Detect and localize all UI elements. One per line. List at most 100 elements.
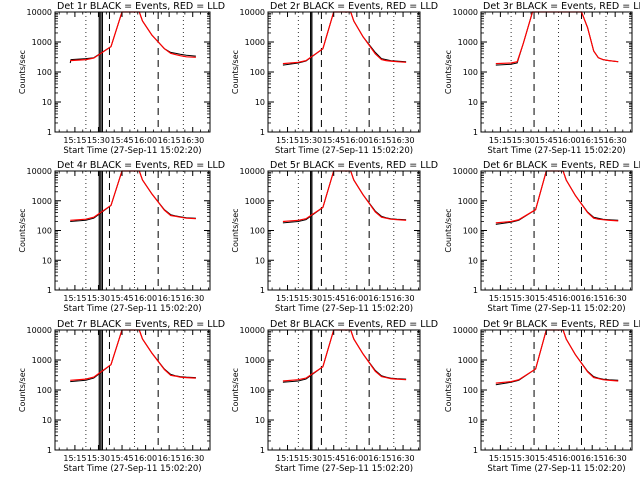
panel-title: Det 4r BLACK = Events, RED = LLD: [57, 160, 225, 171]
y-tick-label: 1000: [32, 197, 52, 206]
x-tick-label: 16:30: [604, 136, 627, 145]
x-tick-label: 16:15: [158, 294, 181, 303]
x-tick-label: 16:00: [345, 454, 368, 463]
y-tick-label: 100: [463, 68, 478, 77]
x-tick-label: 15:15: [276, 294, 299, 303]
y-tick-label: 10: [255, 416, 265, 425]
y-tick-label: 1000: [458, 356, 478, 365]
y-tick-label: 1: [47, 286, 52, 295]
y-axis-label: Counts/sec: [444, 208, 453, 252]
plot-frame: [54, 329, 211, 451]
x-tick-label: 15:45: [110, 454, 133, 463]
y-tick-label: 10: [468, 416, 478, 425]
panel-det-8: Det 8r BLACK = Events, RED = LLD 1 10 100 10…: [231, 319, 438, 474]
x-tick-label: 16:15: [368, 136, 391, 145]
x-tick-label: 16:30: [392, 454, 415, 463]
series-events: [495, 170, 619, 225]
x-tick-label: 16:30: [181, 136, 204, 145]
x-tick-label: 15:15: [489, 454, 512, 463]
y-tick-label: 10: [468, 256, 478, 265]
x-tick-label: 15:45: [322, 454, 345, 463]
x-tick-label: 16:00: [134, 294, 157, 303]
y-tick-label: 1000: [245, 356, 265, 365]
y-tick-label: 10000: [27, 326, 52, 335]
y-tick-label: 10000: [240, 8, 265, 17]
y-tick-label: 1000: [458, 38, 478, 47]
series-lld: [495, 170, 619, 224]
y-tick-label: 1: [473, 286, 478, 295]
x-tick-label: 15:45: [322, 294, 345, 303]
x-tick-label: 15:15: [276, 136, 299, 145]
x-tick-label: 16:00: [558, 136, 581, 145]
x-tick-label: 16:15: [158, 136, 181, 145]
panel-title: Det 8r BLACK = Events, RED = LLD: [270, 319, 438, 330]
x-tick-label: 16:00: [134, 136, 157, 145]
y-axis-label: Counts/sec: [444, 50, 453, 94]
panel-det-7: Det 7r BLACK = Events, RED = LLD 1 10 100 10…: [18, 319, 225, 474]
plot-frame: [54, 11, 211, 133]
y-tick-label: 1000: [245, 38, 265, 47]
series-lld: [70, 329, 196, 381]
x-tick-label: 15:30: [299, 294, 322, 303]
y-tick-label: 100: [463, 386, 478, 395]
x-tick-label: 15:30: [512, 454, 535, 463]
y-tick-label: 100: [37, 68, 52, 77]
x-tick-label: 16:30: [392, 294, 415, 303]
y-tick-label: 100: [37, 227, 52, 236]
y-tick-label: 100: [463, 227, 478, 236]
x-tick-label: 16:00: [134, 454, 157, 463]
panel-det-4: Det 4r BLACK = Events, RED = LLD 1 10 100 10…: [18, 160, 225, 314]
x-tick-label: 16:00: [558, 454, 581, 463]
panel-det-5: Det 5r BLACK = Events, RED = LLD 1 10 100 10…: [231, 160, 438, 314]
y-tick-label: 1: [47, 128, 52, 137]
x-tick-label: 15:45: [535, 294, 558, 303]
y-tick-label: 10000: [240, 167, 265, 176]
x-tick-label: 15:30: [512, 136, 535, 145]
panel-title: Det 9r BLACK = Events, RED = LLD: [483, 319, 640, 330]
y-tick-label: 100: [37, 386, 52, 395]
x-tick-label: 15:45: [535, 454, 558, 463]
x-tick-label: 15:30: [87, 294, 110, 303]
x-tick-label: 15:45: [110, 294, 133, 303]
y-tick-label: 1: [473, 446, 478, 455]
x-axis-label: Start Time (27-Sep-11 15:02:20): [487, 464, 625, 474]
x-axis-label: Start Time (27-Sep-11 15:02:20): [487, 304, 625, 314]
x-tick-label: 15:30: [512, 294, 535, 303]
series-events: [282, 170, 407, 224]
series-events: [70, 329, 196, 383]
x-tick-label: 15:15: [63, 454, 86, 463]
panel-det-9: Det 9r BLACK = Events, RED = LLD 1 10 100 10…: [444, 319, 640, 474]
series-events: [282, 11, 407, 66]
x-axis-label: Start Time (27-Sep-11 15:02:20): [275, 146, 413, 156]
x-axis-label: Start Time (27-Sep-11 15:02:20): [63, 146, 201, 156]
x-tick-label: 15:15: [489, 136, 512, 145]
y-axis-label: Counts/sec: [231, 50, 240, 94]
x-tick-label: 16:30: [604, 454, 627, 463]
y-tick-label: 1: [473, 128, 478, 137]
plot-frame: [480, 329, 633, 451]
x-tick-label: 16:15: [581, 294, 604, 303]
x-tick-label: 16:30: [181, 294, 204, 303]
y-tick-label: 10: [42, 416, 52, 425]
x-tick-label: 15:45: [110, 136, 133, 145]
panel-title: Det 6r BLACK = Events, RED = LLD: [483, 160, 640, 171]
x-tick-label: 15:15: [63, 136, 86, 145]
series-lld: [282, 329, 407, 382]
y-axis-label: Counts/sec: [444, 368, 453, 412]
y-axis-label: Counts/sec: [18, 208, 27, 252]
y-tick-label: 1000: [32, 38, 52, 47]
y-tick-label: 10: [468, 98, 478, 107]
x-axis-label: Start Time (27-Sep-11 15:02:20): [487, 146, 625, 156]
plot-frame: [267, 170, 421, 291]
x-tick-label: 16:30: [181, 454, 204, 463]
y-tick-label: 10000: [453, 8, 478, 17]
x-axis-label: Start Time (27-Sep-11 15:02:20): [275, 304, 413, 314]
x-tick-label: 15:30: [299, 136, 322, 145]
y-axis-label: Counts/sec: [231, 368, 240, 412]
y-tick-label: 1000: [245, 197, 265, 206]
series-events: [282, 329, 407, 383]
y-tick-label: 1: [47, 446, 52, 455]
series-events: [495, 329, 619, 386]
